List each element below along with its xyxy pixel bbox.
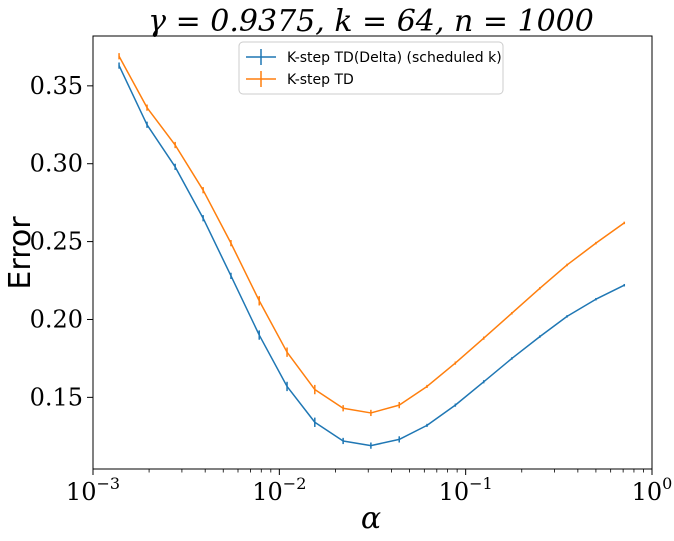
y-axis-label: Error [3, 216, 38, 290]
y-tick-label: 0.35 [30, 72, 83, 100]
legend-label-series-2: K-step TD [287, 72, 354, 88]
chart-title: γ = 0.9375, k = 64, n = 1000 [148, 4, 594, 39]
y-tick-label: 0.15 [30, 383, 83, 411]
x-tick-label: 100 [632, 474, 673, 506]
x-tick-label: 10−3 [66, 474, 120, 506]
x-tick-label: 10−2 [252, 474, 306, 506]
y-tick-label: 0.30 [30, 150, 83, 178]
y-tick-label: 0.20 [30, 305, 83, 333]
legend-box [238, 41, 504, 95]
x-tick-label: 10−1 [439, 474, 493, 506]
series-2 [118, 53, 626, 417]
series-1 [118, 62, 626, 449]
y-tick-label: 0.25 [30, 228, 83, 256]
axis-ticks: 10−3 10−2 10−1 100 0.15 0.20 0.25 0.30 0.35 [30, 72, 673, 506]
plot-area [118, 53, 626, 449]
legend-label-series-1: K-step TD(Delta) (scheduled k) [287, 50, 502, 66]
legend: K-step TD(Delta) (scheduled k) K-step TD [238, 41, 504, 95]
x-axis-label: α [361, 501, 381, 536]
plot-frame [92, 35, 653, 470]
